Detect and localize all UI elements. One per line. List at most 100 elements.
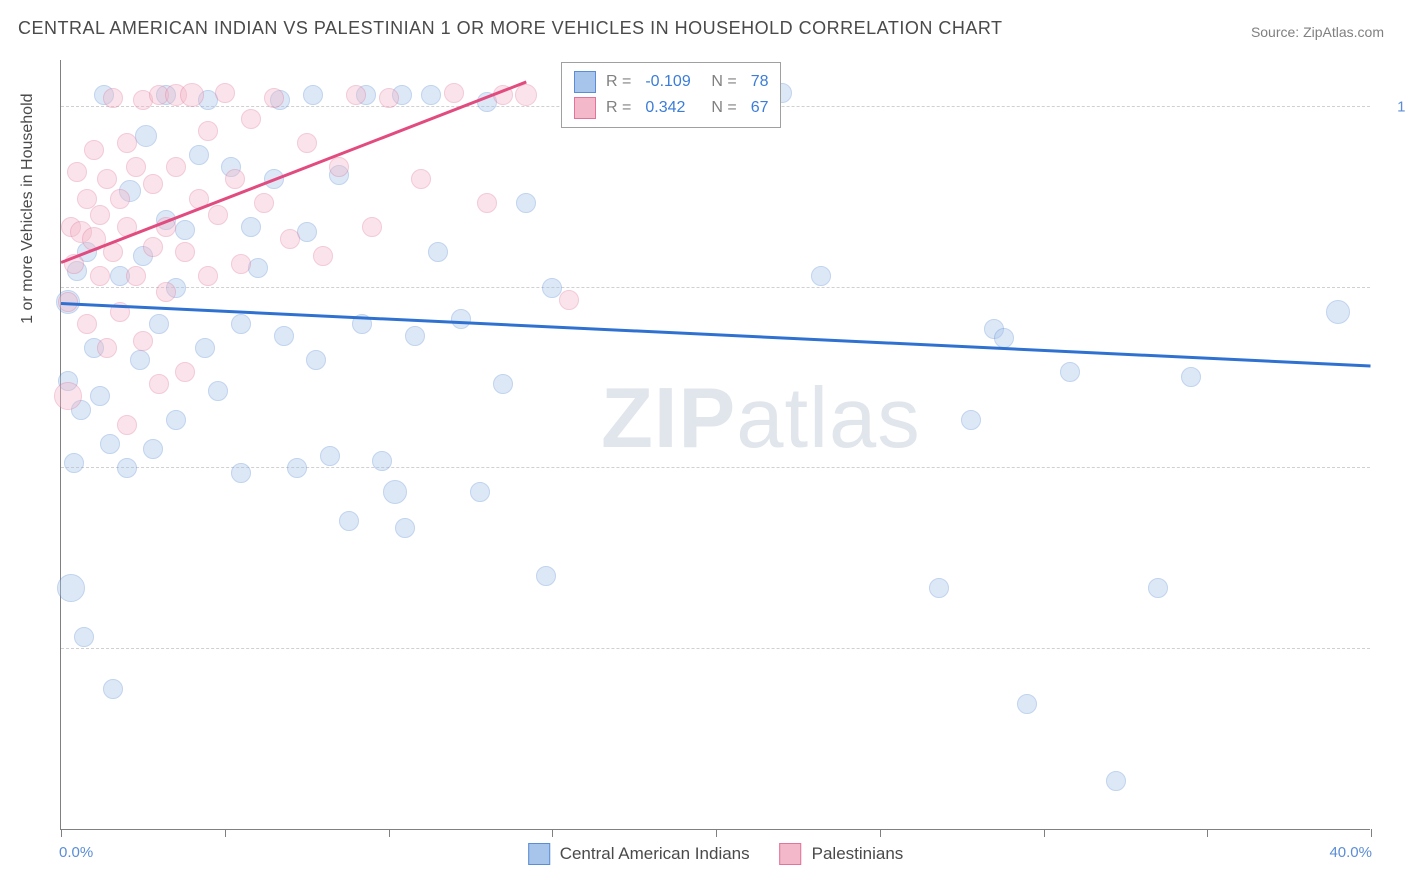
scatter-point <box>421 85 441 105</box>
scatter-point <box>135 125 157 147</box>
scatter-point <box>54 382 82 410</box>
legend-swatch-pink <box>574 97 596 119</box>
scatter-point <box>198 121 218 141</box>
scatter-point <box>189 145 209 165</box>
scatter-point <box>126 157 146 177</box>
scatter-point <box>280 229 300 249</box>
scatter-point <box>493 374 513 394</box>
scatter-point <box>100 434 120 454</box>
scatter-point <box>77 314 97 334</box>
scatter-point <box>320 446 340 466</box>
scatter-point <box>264 88 284 108</box>
chart-title: CENTRAL AMERICAN INDIAN VS PALESTINIAN 1… <box>18 18 1003 39</box>
legend-item: Palestinians <box>780 843 904 865</box>
x-axis-min-label: 0.0% <box>59 844 93 861</box>
series-legend: Central American Indians Palestinians <box>528 843 904 865</box>
r-label: R = <box>606 73 631 91</box>
scatter-point <box>451 309 471 329</box>
scatter-point <box>303 85 323 105</box>
scatter-point <box>1181 367 1201 387</box>
scatter-point <box>208 381 228 401</box>
scatter-point <box>90 205 110 225</box>
scatter-point <box>306 350 326 370</box>
scatter-point <box>143 439 163 459</box>
n-value: 67 <box>747 99 769 117</box>
scatter-point <box>411 169 431 189</box>
scatter-point <box>175 242 195 262</box>
scatter-point <box>156 282 176 302</box>
scatter-point <box>231 254 251 274</box>
n-label: N = <box>711 99 736 117</box>
scatter-point <box>90 266 110 286</box>
scatter-point <box>241 217 261 237</box>
y-axis-title: 1 or more Vehicles in Household <box>19 93 37 323</box>
scatter-point <box>130 350 150 370</box>
scatter-point <box>287 458 307 478</box>
scatter-point <box>1060 362 1080 382</box>
scatter-point <box>477 193 497 213</box>
scatter-point <box>231 463 251 483</box>
scatter-point <box>297 133 317 153</box>
legend-label: Central American Indians <box>560 844 750 864</box>
plot-area: 77.5%85.0%92.5%100.0% ZIPatlas R = -0.10… <box>60 60 1370 830</box>
scatter-point <box>254 193 274 213</box>
scatter-point <box>143 174 163 194</box>
scatter-point <box>103 679 123 699</box>
scatter-point <box>198 266 218 286</box>
scatter-point <box>395 518 415 538</box>
scatter-point <box>117 415 137 435</box>
scatter-point <box>110 189 130 209</box>
scatter-point <box>929 578 949 598</box>
scatter-point <box>515 84 537 106</box>
scatter-point <box>175 362 195 382</box>
scatter-point <box>57 574 85 602</box>
scatter-point <box>143 237 163 257</box>
scatter-point <box>329 157 349 177</box>
scatter-point <box>77 189 97 209</box>
scatter-point <box>97 169 117 189</box>
scatter-point <box>97 338 117 358</box>
scatter-point <box>241 109 261 129</box>
scatter-point <box>149 314 169 334</box>
scatter-point <box>383 480 407 504</box>
scatter-point <box>428 242 448 262</box>
trend-line <box>61 302 1371 367</box>
scatter-point <box>208 205 228 225</box>
legend-label: Palestinians <box>812 844 904 864</box>
source-label: Source: ZipAtlas.com <box>1251 24 1384 40</box>
legend-swatch-blue <box>574 71 596 93</box>
legend-row: R = 0.342 N = 67 <box>574 95 768 121</box>
scatter-point <box>1148 578 1168 598</box>
scatter-point <box>231 314 251 334</box>
scatter-point <box>67 162 87 182</box>
n-label: N = <box>711 73 736 91</box>
r-label: R = <box>606 99 631 117</box>
r-value: -0.109 <box>641 73 701 91</box>
r-value: 0.342 <box>641 99 701 117</box>
scatter-point <box>961 410 981 430</box>
legend-item: Central American Indians <box>528 843 750 865</box>
watermark: ZIPatlas <box>601 370 921 468</box>
scatter-point <box>74 627 94 647</box>
scatter-point <box>84 140 104 160</box>
scatter-point <box>444 83 464 103</box>
n-value: 78 <box>747 73 769 91</box>
legend-row: R = -0.109 N = 78 <box>574 69 768 95</box>
scatter-point <box>126 266 146 286</box>
scatter-point <box>117 133 137 153</box>
watermark-bold: ZIP <box>601 371 736 466</box>
scatter-point <box>149 374 169 394</box>
legend-swatch-blue <box>528 843 550 865</box>
scatter-point <box>1017 694 1037 714</box>
scatter-point <box>516 193 536 213</box>
scatter-point <box>180 83 204 107</box>
scatter-point <box>175 220 195 240</box>
watermark-rest: atlas <box>736 371 921 466</box>
scatter-point <box>405 326 425 346</box>
scatter-point <box>117 458 137 478</box>
x-axis-max-label: 40.0% <box>1329 844 1372 861</box>
scatter-point <box>103 88 123 108</box>
scatter-point <box>811 266 831 286</box>
scatter-point <box>1326 300 1350 324</box>
scatter-point <box>1106 771 1126 791</box>
